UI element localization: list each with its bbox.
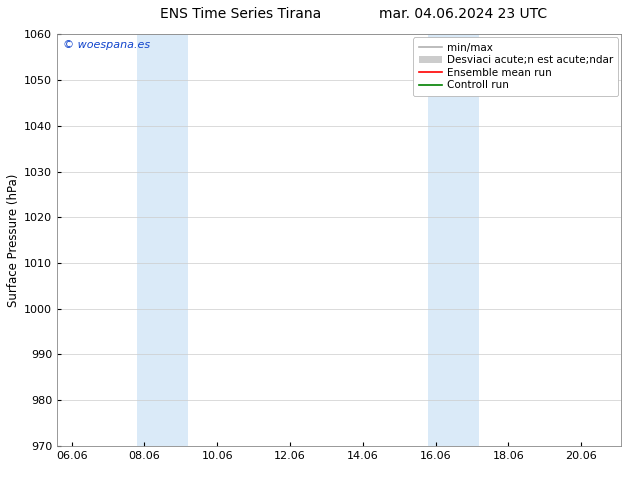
Y-axis label: Surface Pressure (hPa): Surface Pressure (hPa): [7, 173, 20, 307]
Bar: [429, 34, 479, 446]
Text: © woespana.es: © woespana.es: [63, 41, 150, 50]
Text: mar. 04.06.2024 23 UTC: mar. 04.06.2024 23 UTC: [378, 7, 547, 22]
Legend: min/max, Desviaci acute;n est acute;ndar, Ensemble mean run, Controll run: min/max, Desviaci acute;n est acute;ndar…: [413, 37, 618, 96]
Bar: [137, 34, 188, 446]
Text: ENS Time Series Tirana: ENS Time Series Tirana: [160, 7, 321, 22]
